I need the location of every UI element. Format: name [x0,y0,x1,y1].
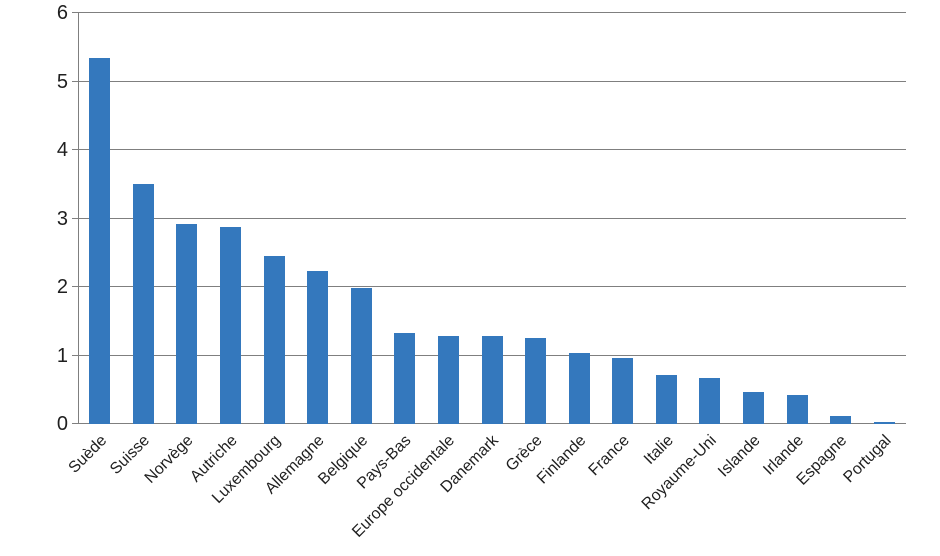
bar-France [612,357,634,424]
bar-Espagne [830,416,852,424]
y-tick-label-2: 2 [56,276,68,298]
y-tick-label-0: 0 [56,413,68,435]
y-tick-mark-2 [72,286,78,288]
bar-Autriche [220,226,242,424]
bar-Luxembourg [263,256,285,424]
gridline-y-3 [78,217,906,219]
gridline-y-5 [78,80,906,82]
bar-Royaume-Uni [699,378,721,424]
y-tick-label-5: 5 [56,70,68,93]
bar-Irlande [786,395,808,424]
y-tick-label-3: 3 [56,207,68,230]
bar-Europe occidentale [437,335,459,424]
bar-Suède [89,57,111,424]
y-tick-label-4: 4 [56,139,68,161]
y-tick-mark-1 [72,354,78,356]
y-tick-mark-4 [72,149,78,151]
x-category-label-Norvège: Norvège [142,432,197,487]
bar-Allemagne [307,271,329,424]
gridline-y-6 [78,12,906,14]
bar-Portugal [873,421,895,424]
bar-Italie [655,375,677,424]
bar-Grèce [525,338,547,424]
bar-Islande [742,391,764,424]
bar-Norvège [176,223,198,424]
y-axis-line [78,13,79,424]
x-category-label-Portugal: Portugal [840,432,895,487]
y-tick-mark-5 [72,80,78,82]
x-category-label-France: France [585,432,633,480]
y-tick-label-6: 6 [56,2,68,24]
bar-Finlande [568,353,590,424]
bar-Suisse [132,183,154,424]
gridline-y-4 [78,149,906,151]
bar-Pays-Bas [394,332,416,424]
gridline-y-2 [78,286,906,288]
y-tick-label-1: 1 [56,344,68,367]
bar-Danemark [481,336,503,424]
x-category-label-Italie: Italie [640,432,677,468]
y-tick-mark-3 [72,217,78,219]
y-tick-mark-6 [72,12,78,14]
y-tick-mark-0 [72,423,78,425]
plot-area [78,12,906,425]
bar-Belgique [350,288,372,424]
x-category-label-Suède: Suède [65,432,110,477]
x-category-label-Islande: Islande [714,432,764,481]
